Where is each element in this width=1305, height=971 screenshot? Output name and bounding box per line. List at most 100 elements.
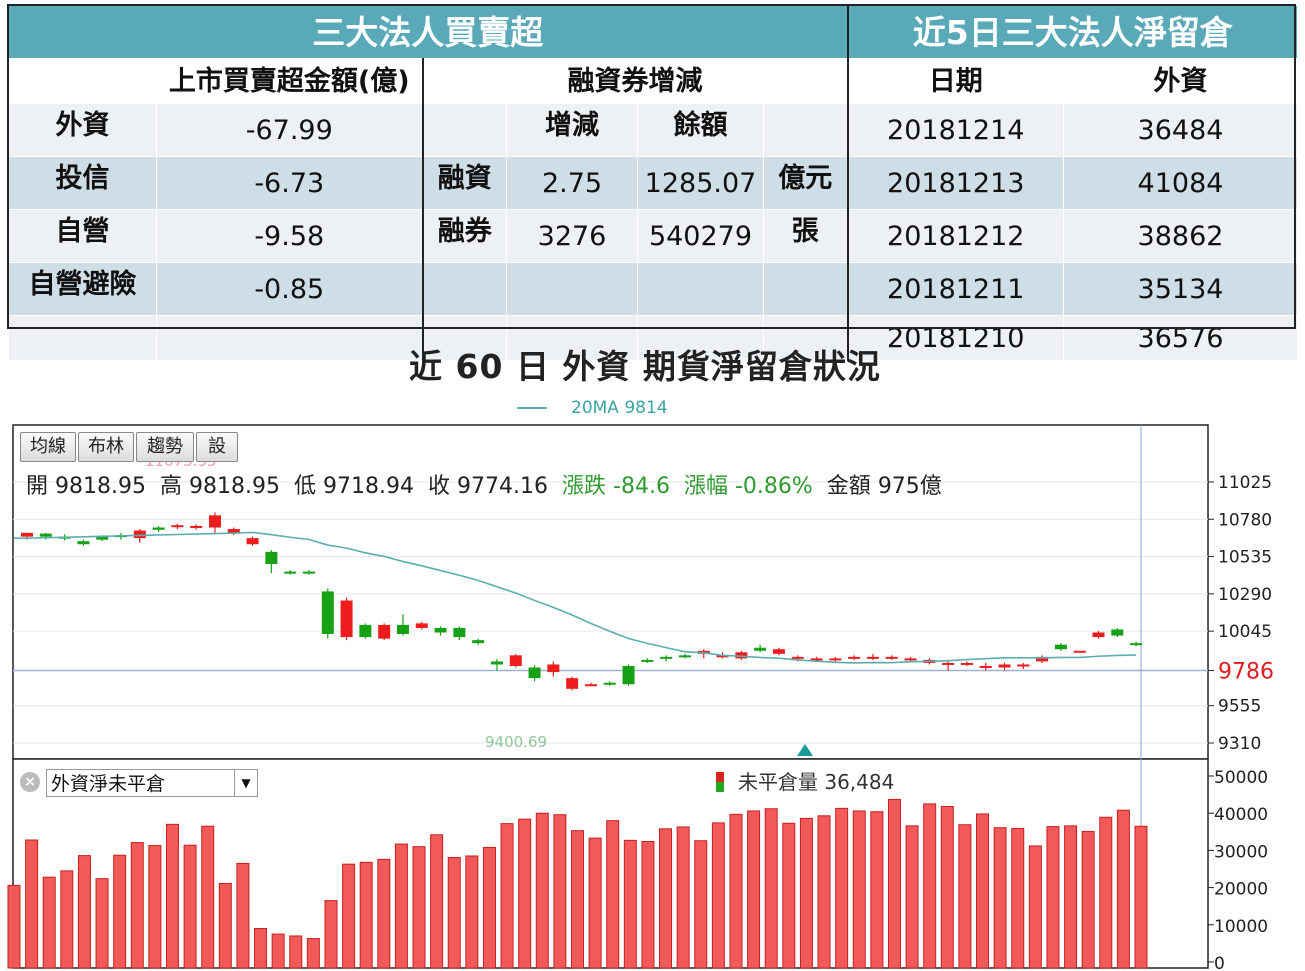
- candle-body: [622, 665, 635, 685]
- net-date: 20181213: [847, 156, 1064, 210]
- right-header: 近5日三大法人淨留倉: [847, 5, 1298, 59]
- candle-body: [716, 655, 729, 658]
- summary-table: 三大法人買賣超 近5日三大法人淨留倉 上市買賣超金額(億) 融資券增減 日期 外…: [8, 5, 1298, 361]
- oi-bar: [342, 863, 356, 969]
- change-label: 漲跌: [562, 474, 607, 499]
- oi-bar: [905, 825, 919, 969]
- oi-bar: [518, 818, 532, 969]
- oi-bar: [571, 830, 584, 969]
- bollinger-button[interactable]: 布林: [78, 432, 134, 462]
- candle-body: [1017, 664, 1030, 667]
- blank-cell: [422, 315, 507, 361]
- oi-bar: [747, 810, 761, 969]
- close-label: 收: [428, 474, 451, 499]
- candle-body: [979, 665, 992, 668]
- oi-bar: [254, 928, 268, 969]
- y-tick-label: 10535: [1218, 548, 1272, 568]
- oi-bar: [1099, 816, 1113, 969]
- candle-body: [942, 662, 955, 665]
- ma-line: [14, 531, 1137, 664]
- indicator-select[interactable]: 外資淨未平倉 ▼: [46, 769, 258, 797]
- margin-row-name: 融資: [422, 156, 507, 210]
- oi-bar: [923, 803, 937, 969]
- blank-cell: [422, 262, 507, 316]
- oi-bar: [447, 856, 461, 969]
- col-header-margin: 融資券增減: [506, 58, 764, 104]
- oi-bar: [377, 858, 391, 969]
- candle-body: [960, 662, 973, 665]
- inst-name: 自營避險: [8, 262, 157, 316]
- oi-bar: [940, 806, 954, 969]
- col-header-foreign: 外資: [1063, 58, 1298, 104]
- oi-bar: [42, 876, 56, 969]
- blank-cell: [156, 315, 424, 361]
- oi-bar: [130, 842, 144, 969]
- price-panel-frame: [12, 424, 1209, 760]
- oi-bar: [588, 837, 602, 969]
- candle-body: [265, 551, 278, 565]
- ma-button[interactable]: 均線: [20, 432, 76, 462]
- y-tick-label: 10780: [1218, 510, 1272, 530]
- oi-bar: [1081, 830, 1095, 969]
- oi-bar: [1028, 845, 1042, 969]
- y-tick-label: 40000: [1214, 805, 1268, 825]
- amount-label: 金額: [826, 474, 871, 499]
- candle-body: [77, 541, 90, 545]
- oi-bar: [394, 843, 408, 969]
- candle-body: [772, 649, 785, 654]
- candle-body: [1111, 629, 1124, 636]
- oi-bar: [148, 845, 162, 969]
- oi-bar: [694, 840, 708, 969]
- oi-bar: [711, 822, 725, 969]
- oi-bar: [799, 817, 813, 969]
- oi-bar: [852, 810, 866, 969]
- blank-cell: [637, 315, 764, 361]
- low-label: 低: [294, 474, 317, 499]
- candle-body: [96, 536, 109, 540]
- col-header-date: 日期: [847, 58, 1064, 104]
- candle-body: [660, 656, 673, 659]
- oi-bar: [113, 854, 127, 969]
- close-icon[interactable]: ×: [20, 772, 40, 792]
- oi-legend: 未平倉量 36,484: [716, 766, 894, 795]
- candle-body: [133, 530, 146, 539]
- high-value: 9818.95: [189, 474, 280, 499]
- trend-button[interactable]: 趨勢: [136, 432, 194, 462]
- margin-row-change: 2.75: [506, 156, 638, 210]
- y-tick-label: 0: [1214, 954, 1225, 971]
- settings-button[interactable]: 設: [196, 432, 238, 462]
- candle-body: [246, 538, 259, 545]
- open-value: 9818.95: [55, 474, 146, 499]
- oi-bar: [729, 813, 743, 969]
- margin-row-name: 融券: [422, 209, 507, 263]
- net-value: 35134: [1063, 262, 1298, 316]
- y-tick-label: 9555: [1218, 697, 1261, 717]
- inst-amount: -9.58: [156, 209, 424, 263]
- chevron-down-icon[interactable]: ▼: [234, 770, 257, 796]
- margin-row-unit: 張: [763, 209, 849, 263]
- y-tick-label: 10045: [1218, 622, 1272, 642]
- blank-cell: [422, 103, 507, 157]
- candle-body: [1073, 650, 1086, 653]
- inst-name: 投信: [8, 156, 157, 210]
- candle-body: [190, 525, 203, 528]
- net-date: 20181212: [847, 209, 1064, 263]
- oi-bar: [430, 834, 444, 969]
- oi-bar: [976, 813, 990, 969]
- candle-body: [735, 652, 748, 659]
- candle-body: [208, 515, 221, 528]
- candle-body: [472, 640, 485, 644]
- candle-body: [998, 664, 1011, 668]
- y-tick-label: 20000: [1214, 880, 1268, 900]
- oi-bar: [95, 878, 109, 969]
- candle-body: [829, 658, 842, 661]
- open-label: 開: [26, 474, 49, 499]
- inst-amount: -0.85: [156, 262, 424, 316]
- net-date: 20181211: [847, 262, 1064, 316]
- net-value: 41084: [1063, 156, 1298, 210]
- oi-bar: [958, 824, 972, 969]
- indicator-select-value: 外資淨未平倉: [51, 773, 166, 795]
- candle-body: [810, 658, 823, 661]
- oi-bar: [165, 823, 179, 969]
- margin-sub-balance: 餘額: [637, 103, 764, 157]
